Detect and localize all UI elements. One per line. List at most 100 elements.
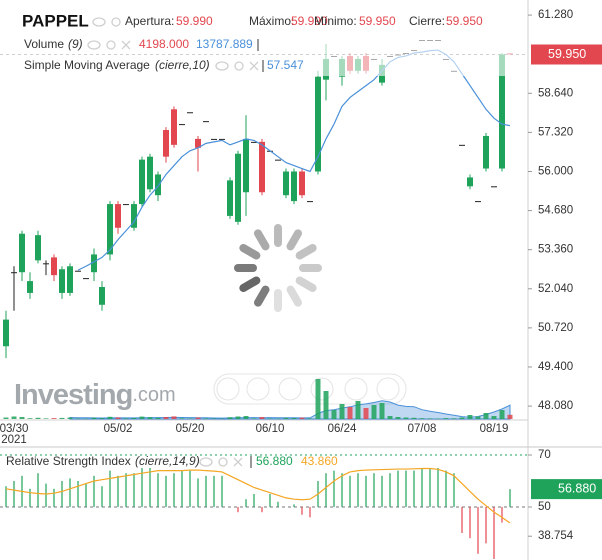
volume-params: (9) (68, 37, 83, 51)
ohlc-name: Cierre: (409, 14, 445, 28)
rsi-bar (13, 481, 15, 507)
rsi-bar (205, 475, 207, 507)
last-price-box (531, 44, 602, 65)
rsi-bar (453, 473, 455, 507)
rsi-bar (109, 470, 111, 507)
volume-sma-value: 13787.889 (196, 37, 253, 51)
rsi-bar (501, 506, 503, 523)
rsi-bar (429, 468, 431, 507)
candle-body (27, 281, 33, 293)
y-tick-label: 58.640 (538, 87, 573, 99)
ohlc-value: 59.950 (359, 14, 396, 28)
rsi-bar (61, 481, 63, 507)
volume-bar (179, 418, 185, 419)
settings-icon[interactable] (234, 61, 244, 71)
volume-bar (291, 418, 297, 419)
volume-bar (379, 403, 385, 419)
rsi-bar (5, 486, 7, 507)
loading-spinner (234, 224, 322, 312)
settings-icon[interactable] (218, 457, 228, 467)
rsi-signal-line (5, 467, 511, 524)
rsi-bar (69, 478, 71, 507)
volume-bar (411, 417, 417, 419)
eye-icon[interactable] (92, 17, 106, 27)
volume-bar (27, 418, 33, 419)
volume-bar (187, 418, 193, 419)
sma-name: Simple Moving Average (24, 58, 150, 72)
rsi-bar (373, 473, 375, 507)
nav-button[interactable] (376, 377, 400, 401)
x-tick-label: 06/10 (256, 423, 285, 435)
y-tick-label: 70 (538, 449, 551, 461)
candle-body (483, 135, 489, 169)
rsi-legend-value: 56.880 (256, 454, 293, 468)
settings-icon[interactable] (106, 40, 116, 50)
rsi-bar (405, 470, 407, 507)
rsi-bar (197, 478, 199, 507)
volume-bar (203, 418, 209, 419)
rsi-bar (269, 493, 271, 507)
volume-bar (163, 417, 169, 419)
candle-body (131, 204, 137, 228)
candle-body (475, 201, 481, 203)
volume-bar (51, 418, 57, 419)
nav-button[interactable] (344, 377, 368, 401)
candle-body (83, 278, 89, 280)
x-tick-label: 05/20 (176, 423, 205, 435)
eye-icon[interactable] (87, 40, 101, 50)
candle-body (291, 171, 297, 202)
ohlc-value: 59.990 (291, 14, 328, 28)
candle-body (195, 138, 201, 148)
rsi-bar (53, 488, 55, 507)
rsi-bar (157, 473, 159, 507)
rsi-bar (413, 470, 415, 507)
remove-icon[interactable] (233, 457, 243, 467)
candle-body (203, 121, 209, 123)
volume-bar (235, 416, 241, 419)
volume-bar (11, 416, 17, 419)
candle-body (43, 263, 49, 265)
eye-icon[interactable] (215, 61, 229, 71)
ohlc-name: Mínimo: (314, 14, 357, 28)
volume-bar (259, 417, 265, 419)
rsi-value-label: 56.880 (558, 481, 596, 495)
y-tick-label: 54.680 (538, 205, 573, 217)
candle-body (235, 153, 241, 222)
y-tick-label: 48.080 (538, 400, 573, 412)
rsi-bar (277, 501, 279, 507)
eye-icon[interactable] (199, 457, 213, 467)
remove-icon[interactable] (121, 40, 131, 50)
rsi-params: (cierre,14,9) (135, 454, 200, 468)
last-price-label: 59.950 (548, 47, 586, 61)
rsi-bar (149, 468, 151, 507)
rsi-bar (421, 468, 423, 507)
volume-bar (123, 418, 129, 419)
candle-body (171, 109, 177, 145)
candle-body (123, 204, 129, 206)
volume-bar (195, 417, 201, 419)
volume-bar (227, 417, 233, 419)
candle-body (91, 254, 97, 273)
nav-button[interactable] (246, 377, 270, 401)
candle-body (491, 186, 497, 188)
rsi-bar (245, 499, 247, 507)
candle-body (499, 54, 505, 169)
nav-button[interactable] (216, 377, 240, 401)
rsi-name: Relative Strength Index (6, 454, 131, 468)
candle-body (115, 204, 121, 228)
x-tick-label: 03/30 (0, 423, 28, 435)
candle-body (227, 180, 233, 216)
candle-body (275, 159, 281, 161)
sma-params: (cierre,10) (155, 58, 210, 72)
y-tick-label: 61.280 (538, 9, 573, 21)
remove-icon[interactable] (249, 61, 259, 71)
volume-value: 4198.000 (139, 37, 189, 51)
candle-body (283, 171, 289, 196)
settings-icon[interactable] (111, 17, 121, 27)
rsi-bar (213, 475, 215, 507)
candle-body (259, 141, 265, 193)
nav-button[interactable] (310, 377, 334, 401)
nav-button[interactable] (278, 377, 302, 401)
ohlc-name: Apertura: (125, 14, 174, 28)
candle-body (211, 138, 217, 140)
